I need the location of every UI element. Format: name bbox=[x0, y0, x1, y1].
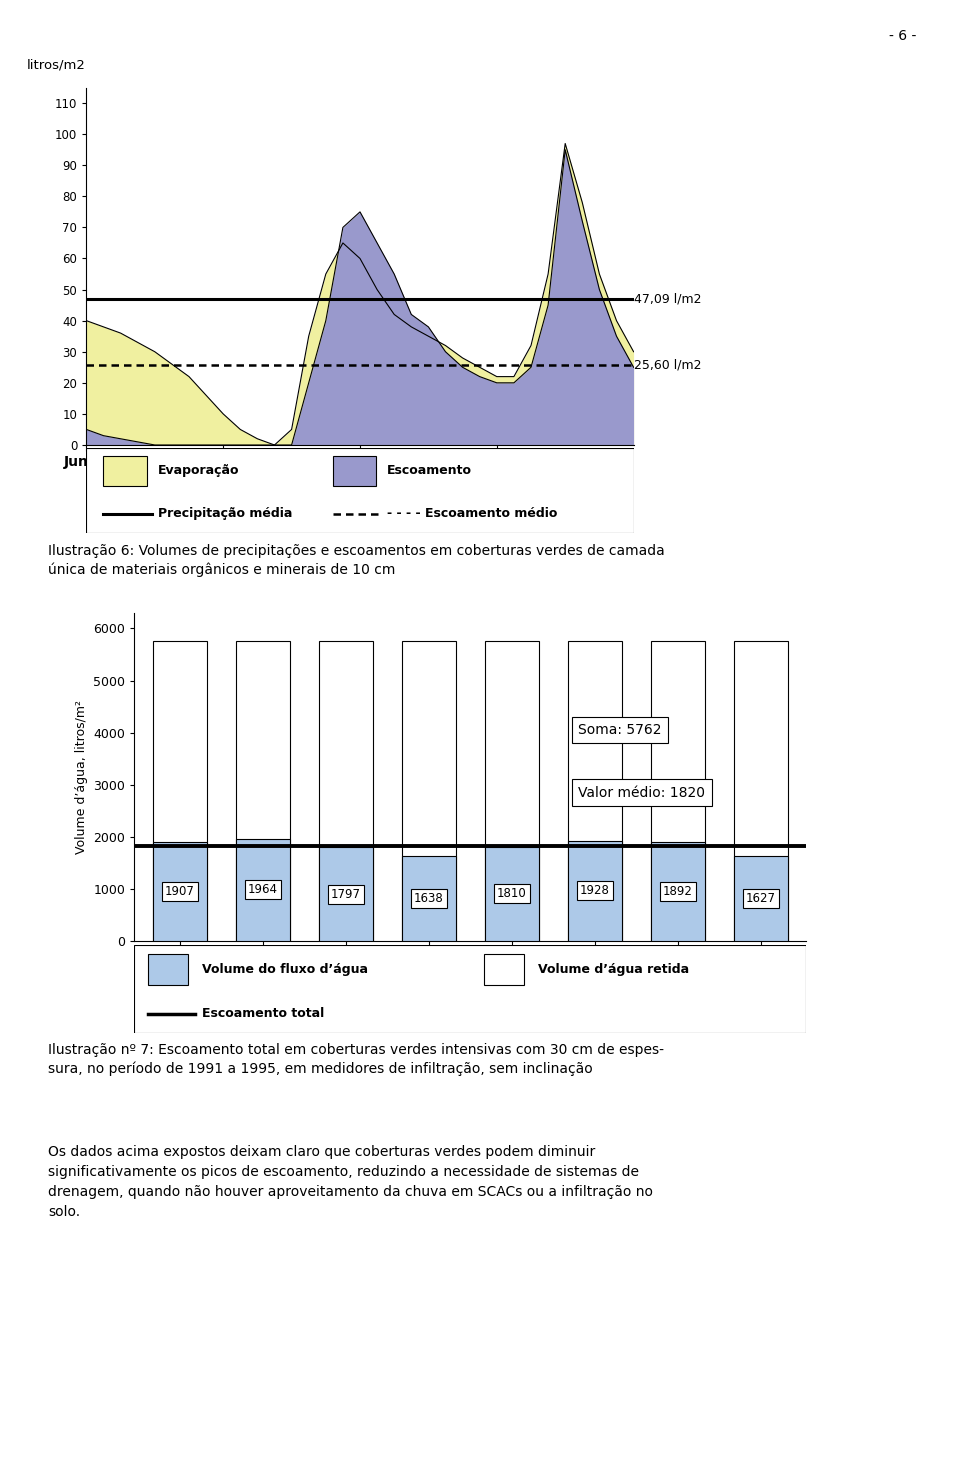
Text: 1810: 1810 bbox=[497, 887, 527, 900]
Text: Ilustração 6: Volumes de precipitações e escoamentos em coberturas verdes de cam: Ilustração 6: Volumes de precipitações e… bbox=[48, 544, 664, 578]
X-axis label: Diversos tipos de câmadas de suporte p/o gramado: Diversos tipos de câmadas de suporte p/o… bbox=[269, 969, 672, 983]
Bar bbox=[485, 846, 539, 941]
Text: 1907: 1907 bbox=[165, 884, 195, 897]
Text: Ilustração nº 7: Escoamento total em coberturas verdes intensivas com 30 cm de e: Ilustração nº 7: Escoamento total em cob… bbox=[48, 1043, 664, 1077]
Text: 47,09 l/m2: 47,09 l/m2 bbox=[634, 292, 701, 305]
Bar bbox=[153, 641, 207, 941]
Text: 1797: 1797 bbox=[331, 887, 361, 900]
Text: 1892: 1892 bbox=[662, 886, 693, 899]
Bar bbox=[651, 641, 705, 941]
Bar bbox=[568, 641, 622, 941]
Bar bbox=[485, 641, 539, 941]
Bar bbox=[332, 457, 376, 486]
Text: Volume do fluxo d’água: Volume do fluxo d’água bbox=[202, 963, 368, 976]
Bar bbox=[236, 839, 290, 941]
Text: 1964: 1964 bbox=[248, 883, 278, 896]
Bar bbox=[402, 855, 456, 941]
Bar bbox=[153, 842, 207, 941]
Bar bbox=[236, 641, 290, 941]
Bar bbox=[319, 641, 372, 941]
Text: Evaporação: Evaporação bbox=[157, 464, 239, 477]
Text: 1638: 1638 bbox=[414, 891, 444, 905]
Text: 1928: 1928 bbox=[580, 884, 610, 897]
Text: - 6 -: - 6 - bbox=[889, 29, 917, 44]
Bar bbox=[484, 954, 524, 985]
Text: 25,60 l/m2: 25,60 l/m2 bbox=[634, 359, 701, 372]
Text: - - - - Escoamento médio: - - - - Escoamento médio bbox=[387, 508, 558, 521]
Text: Escoamento: Escoamento bbox=[387, 464, 472, 477]
Text: Volume d’água retida: Volume d’água retida bbox=[538, 963, 688, 976]
Bar bbox=[651, 842, 705, 941]
Y-axis label: Volume d’água, litros/m²: Volume d’água, litros/m² bbox=[75, 700, 87, 854]
Text: Os dados acima expostos deixam claro que coberturas verdes podem diminuir
signif: Os dados acima expostos deixam claro que… bbox=[48, 1145, 653, 1220]
Text: Escoamento total: Escoamento total bbox=[202, 1007, 324, 1020]
Text: Precipitação média: Precipitação média bbox=[157, 508, 292, 521]
Bar bbox=[402, 641, 456, 941]
Text: Valor médio: 1820: Valor médio: 1820 bbox=[578, 785, 706, 800]
Bar bbox=[319, 848, 372, 941]
Text: litros/m2: litros/m2 bbox=[27, 58, 85, 71]
Bar bbox=[103, 457, 147, 486]
Text: 1627: 1627 bbox=[746, 891, 776, 905]
Bar bbox=[148, 954, 188, 985]
Text: Soma: 5762: Soma: 5762 bbox=[578, 724, 661, 737]
Bar bbox=[733, 641, 788, 941]
Bar bbox=[733, 856, 788, 941]
Bar bbox=[568, 840, 622, 941]
